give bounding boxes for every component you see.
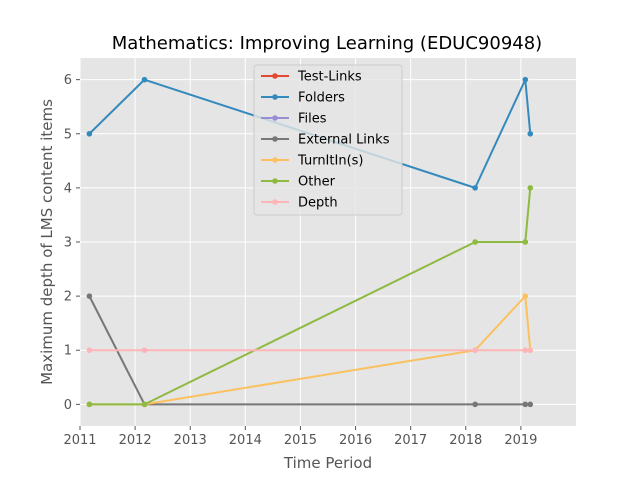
data-point-other [522,239,529,245]
legend-label-test-links: Test-Links [297,70,362,85]
data-point-depth [86,347,93,354]
legend-marker-test-links [272,73,278,79]
axis-ticks: 2011 2012 2013 2014 2015 2016 2017 2018 2019 0 1 2 3… [63,73,537,448]
data-point-external-links [522,401,529,408]
x-tick-label: 2011 [63,433,96,448]
chart-title: Mathematics: Improving Learning (EDUC909… [112,33,542,54]
x-tick-label: 2012 [119,433,152,448]
data-point-other [86,401,93,408]
legend-marker-folders [272,94,278,100]
data-point-folders [527,130,534,137]
legend-marker-external-links [272,136,278,142]
x-tick-label: 2013 [174,433,207,448]
legend-marker-turnitin-s [272,157,278,163]
data-point-external-links [86,293,93,299]
data-point-external-links [527,401,534,408]
legend-label-external-links: External Links [298,133,390,148]
legend-box [253,64,403,216]
y-tick-label: 0 [64,398,72,413]
data-point-folders [472,185,478,191]
y-axis-label: Maximum depth of LMS content items [38,99,56,385]
y-tick-label: 6 [64,73,72,88]
data-point-other [472,239,478,245]
data-point-other [527,185,534,191]
x-tick-label: 2017 [394,433,427,448]
x-axis-label: Time Period [283,454,372,472]
x-tick-label: 2014 [229,433,262,448]
data-point-depth [141,347,148,354]
legend-label-files: Files [298,112,327,127]
legend-marker-files [272,115,278,121]
data-point-folders [141,76,148,83]
data-point-folders [86,130,93,137]
legend-marker-depth [272,199,278,205]
x-tick-label: 2019 [504,433,537,448]
data-point-other [141,401,148,408]
y-tick-label: 1 [64,344,72,359]
legend-label-folders: Folders [298,91,345,106]
legend-label-depth: Depth [298,196,338,211]
data-point-turnitin-s [522,293,529,299]
legend-label-turnitin-s: TurnItIn(s) [297,154,363,169]
x-tick-label: 2016 [339,433,372,448]
series-lines [86,76,534,408]
data-point-external-links [472,401,478,408]
data-point-depth [522,347,529,354]
data-point-depth [472,347,478,354]
y-tick-label: 4 [64,181,72,196]
legend: Test-Links Folders Files External Links Turn… [253,64,403,216]
y-tick-label: 5 [64,127,72,142]
x-tick-label: 2018 [449,433,482,448]
legend-label-other: Other [298,175,336,190]
data-point-folders [522,76,529,83]
data-point-depth [527,347,534,354]
y-tick-label: 2 [64,290,72,305]
x-tick-label: 2015 [284,433,317,448]
y-tick-label: 3 [64,236,72,251]
legend-marker-other [272,178,278,184]
